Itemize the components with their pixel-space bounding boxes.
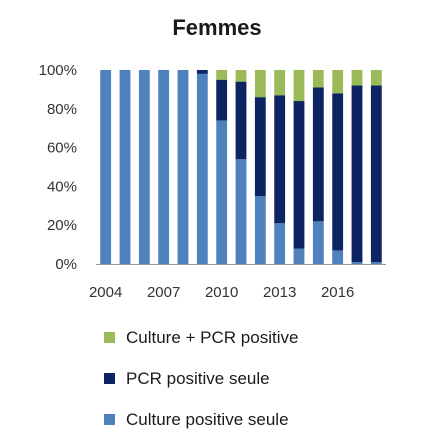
bar-segment (196, 70, 208, 74)
x-axis: 2004 2007 2010 2013 2016 (89, 284, 354, 301)
bar-segment (351, 85, 363, 263)
bar-segment (254, 97, 266, 197)
legend-swatch (104, 332, 115, 343)
bar-segment (274, 223, 286, 264)
x-tick-label: 2016 (321, 284, 354, 301)
y-tick-label: 20% (47, 217, 77, 234)
bar-segment (196, 73, 208, 264)
bar-segment (351, 70, 363, 86)
y-tick-label: 80% (47, 101, 77, 118)
bar-segment (370, 85, 382, 263)
legend: Culture + PCR positive PCR positive seule… (104, 328, 298, 429)
bar-segment (138, 70, 150, 264)
legend-swatch (104, 373, 115, 384)
bar-segment (332, 70, 344, 94)
bar-segment (293, 70, 305, 102)
legend-label: Culture positive seule (126, 410, 289, 429)
bar-segment (119, 70, 131, 264)
chart-title: Femmes (172, 15, 261, 40)
bar-segment (293, 101, 305, 249)
bar-segment (293, 248, 305, 264)
bar-segment (235, 70, 247, 82)
x-tick-label: 2004 (89, 284, 122, 301)
x-tick-label: 2007 (147, 284, 180, 301)
bar-segment (370, 262, 382, 264)
y-tick-label: 40% (47, 178, 77, 195)
bar-segment (274, 95, 286, 224)
bar-segment (254, 196, 266, 264)
x-tick-label: 2013 (263, 284, 296, 301)
bar-segment (177, 70, 189, 264)
bar-segment (158, 70, 170, 264)
y-axis: 0% 20% 40% 60% 80% 100% (39, 62, 77, 273)
bar-segment (254, 70, 266, 98)
legend-swatch (104, 414, 115, 425)
bar-segment (235, 159, 247, 264)
bars (100, 70, 382, 264)
y-tick-label: 60% (47, 140, 77, 157)
y-tick-label: 0% (55, 256, 77, 273)
bar-segment (216, 70, 228, 80)
bar-segment (351, 262, 363, 264)
bar-segment (216, 79, 228, 121)
bar-segment (370, 70, 382, 86)
y-tick-label: 100% (39, 62, 77, 79)
bar-segment (235, 81, 247, 160)
legend-label: Culture + PCR positive (126, 328, 298, 347)
bar-segment (216, 120, 228, 264)
bar-segment (274, 70, 286, 96)
legend-label: PCR positive seule (126, 369, 270, 388)
bar-segment (100, 70, 112, 264)
bar-segment (332, 93, 344, 251)
bar-segment (312, 87, 324, 222)
bar-segment (312, 221, 324, 264)
bar-segment (332, 250, 344, 264)
x-tick-label: 2010 (205, 284, 238, 301)
bar-segment (312, 70, 324, 88)
